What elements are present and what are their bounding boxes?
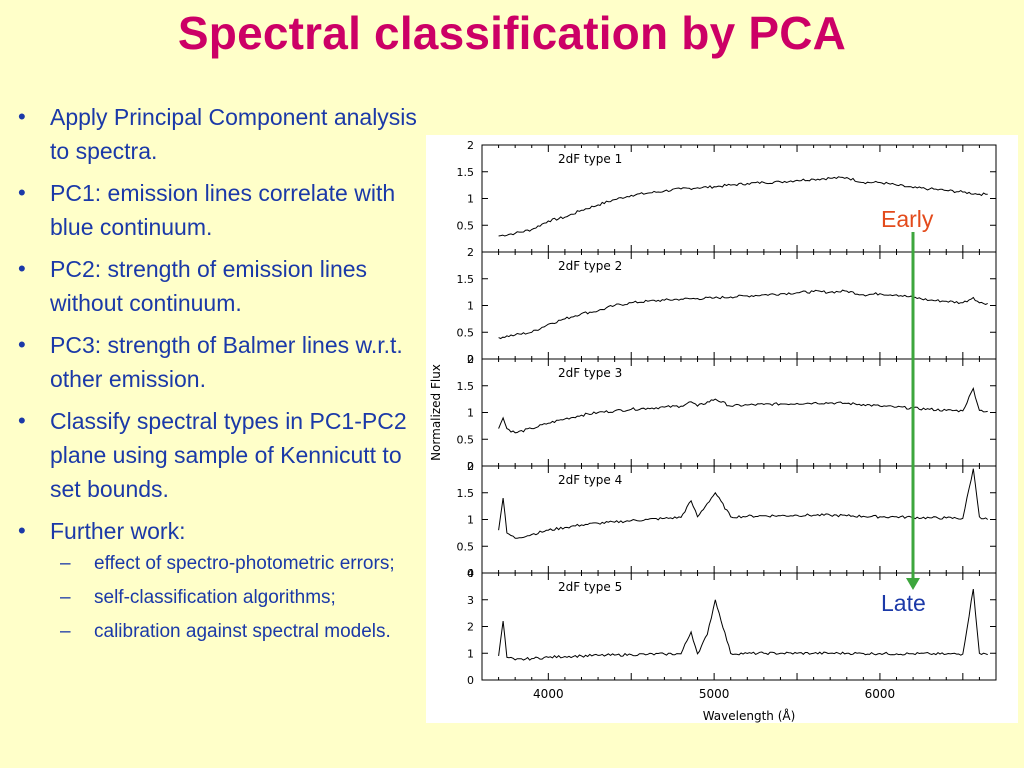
bullet-item: PC1: emission lines correlate with blue … bbox=[18, 176, 428, 244]
y-tick-label: 1 bbox=[467, 647, 474, 660]
y-tick-label: 2 bbox=[467, 139, 474, 152]
x-tick-label: 6000 bbox=[865, 687, 896, 701]
spectra-chart: 0.5 1 1.5 2 2dF type 1 0 0.5 1 1.5 2 2dF type 2 0 0.… bbox=[429, 139, 997, 723]
y-tick-label: 1 bbox=[467, 300, 474, 313]
y-tick-label: 0.5 bbox=[457, 540, 475, 553]
arrow-head bbox=[906, 578, 920, 590]
panel-label: 2dF type 2 bbox=[558, 259, 622, 273]
panel-label: 2dF type 1 bbox=[558, 152, 622, 166]
sub-bullet-item: self-classification algorithms; bbox=[60, 584, 428, 612]
y-tick-label: 0.5 bbox=[457, 326, 475, 339]
late-label: Late bbox=[881, 590, 926, 616]
y-tick-label: 0.5 bbox=[457, 433, 475, 446]
y-tick-label: 3 bbox=[467, 594, 474, 607]
y-tick-label: 0 bbox=[467, 674, 474, 687]
y-tick-label: 4 bbox=[467, 567, 474, 580]
bullet-item: Apply Principal Component analysis to sp… bbox=[18, 100, 428, 168]
panel-label: 2dF type 4 bbox=[558, 473, 622, 487]
early-label: Early bbox=[881, 206, 934, 232]
x-tick-label: 4000 bbox=[533, 687, 564, 701]
bullet-item: PC3: strength of Balmer lines w.r.t. oth… bbox=[18, 328, 428, 396]
y-axis-label: Normalized Flux bbox=[429, 364, 443, 461]
spectrum-line bbox=[498, 289, 988, 340]
y-tick-label: 0 bbox=[467, 567, 474, 580]
y-tick-label: 1.5 bbox=[457, 166, 475, 179]
y-tick-label: 2 bbox=[467, 621, 474, 634]
y-tick-label: 0 bbox=[467, 460, 474, 473]
x-axis-label: Wavelength (Å) bbox=[703, 708, 796, 723]
y-tick-label: 1.5 bbox=[457, 273, 475, 286]
spectrum-line bbox=[498, 176, 988, 237]
y-tick-label: 2 bbox=[467, 246, 474, 259]
bullet-item: Further work: effect of spectro-photomet… bbox=[18, 514, 428, 646]
panel-label: 2dF type 3 bbox=[558, 366, 622, 380]
y-tick-label: 1 bbox=[467, 514, 474, 527]
y-tick-label: 2 bbox=[467, 460, 474, 473]
y-tick-label: 1 bbox=[467, 193, 474, 206]
x-tick-label: 5000 bbox=[699, 687, 730, 701]
early-late-arrow bbox=[906, 232, 920, 590]
y-tick-label: 1.5 bbox=[457, 487, 475, 500]
sub-bullet-item: calibration against spectral models. bbox=[60, 618, 428, 646]
y-tick-label: 1.5 bbox=[457, 380, 475, 393]
y-tick-label: 0 bbox=[467, 353, 474, 366]
y-tick-label: 2 bbox=[467, 353, 474, 366]
panel-label: 2dF type 5 bbox=[558, 580, 622, 594]
spectrum-line bbox=[498, 468, 989, 539]
bullet-list: Apply Principal Component analysis to sp… bbox=[18, 100, 428, 654]
y-tick-label: 1 bbox=[467, 407, 474, 420]
sub-bullet-item: effect of spectro-photometric errors; bbox=[60, 550, 428, 578]
page-title: Spectral classification by PCA bbox=[177, 7, 847, 59]
y-tick-label: 0.5 bbox=[457, 219, 475, 232]
sub-bullet-list: effect of spectro-photometric errors; se… bbox=[60, 550, 428, 646]
spectrum-line bbox=[498, 386, 988, 434]
bullet-item: PC2: strength of emission lines without … bbox=[18, 252, 428, 320]
spectra-figure: 0.5 1 1.5 2 2dF type 1 0 0.5 1 1.5 2 2dF type 2 0 0.… bbox=[426, 135, 1018, 723]
spectrum-line bbox=[498, 589, 988, 661]
bullet-label: Further work: bbox=[50, 518, 186, 544]
bullet-item: Classify spectral types in PC1-PC2 plane… bbox=[18, 404, 428, 506]
